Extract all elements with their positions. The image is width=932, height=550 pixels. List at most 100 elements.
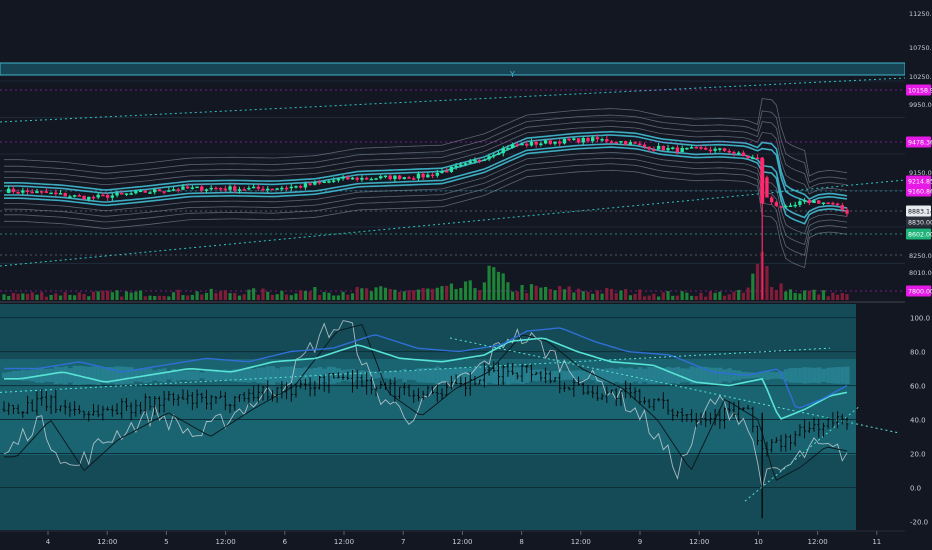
volume-bar [365, 288, 369, 300]
histogram-block [115, 366, 120, 385]
histogram-block [430, 367, 436, 383]
histogram-block [171, 368, 177, 382]
volume-bar [228, 293, 232, 300]
time-axis[interactable]: 4 12:00 5 12:00 6 12:00 7 12:00 8 12:00 9 12:00 10 12… [0, 530, 905, 546]
oscillator-ohlc-bars [2, 361, 849, 519]
candle-body [360, 177, 364, 180]
candle-body [704, 147, 708, 150]
candle-body [656, 146, 661, 150]
volume-bar [831, 292, 835, 300]
histogram-block [736, 370, 742, 381]
candle-body [840, 205, 844, 210]
candle-body [218, 188, 223, 190]
histogram-block [656, 367, 662, 384]
histogram-block [388, 370, 393, 380]
candle-body [388, 175, 392, 180]
volume-bar [774, 290, 778, 300]
candle-body [718, 148, 722, 150]
price-label-text: 8602.00 [908, 232, 932, 239]
candle-body [298, 186, 303, 188]
histogram-block [435, 366, 440, 385]
volume-bar [708, 291, 713, 300]
histogram-block [534, 369, 539, 382]
volume-bar [463, 281, 468, 300]
histogram-block [604, 368, 610, 383]
time-tick-label: 12:00 [216, 538, 236, 546]
histogram-block [590, 370, 596, 381]
histogram-block [49, 368, 54, 382]
histogram-block [845, 366, 850, 385]
volume-bar [699, 292, 703, 300]
histogram-block [439, 369, 445, 382]
histogram-block [614, 368, 619, 382]
volume-bar [148, 295, 152, 300]
volume-bar [110, 292, 114, 300]
volume-bar [487, 265, 491, 300]
volume-bar [21, 293, 25, 300]
oscillator-tick-label: 60.0 [910, 383, 926, 391]
price-axis[interactable]: 11250.00 10750.00 10250.00 9950.00 9150.00 82… [905, 0, 932, 302]
candle-body [157, 189, 162, 192]
oscillator-axis[interactable]: 100.0 80.0 60.0 40.0 20.0 0.0 -20.0 [910, 315, 930, 527]
histogram-block [2, 372, 7, 378]
price-pane[interactable]: Y [0, 62, 906, 300]
candle-body [444, 171, 449, 173]
candle-body [501, 148, 505, 154]
candle-body [713, 148, 717, 151]
oscillator-tick-label: 40.0 [910, 417, 926, 425]
histogram-block [251, 369, 257, 382]
volume-bar [553, 290, 557, 300]
candle-body [336, 178, 341, 181]
histogram-block [185, 370, 191, 381]
volume-bar [374, 287, 378, 300]
candle-body [39, 191, 44, 193]
histogram-block [237, 368, 243, 382]
histogram-block [661, 367, 666, 383]
histogram-block [166, 371, 172, 380]
candle-body [313, 181, 317, 185]
candle-body [694, 147, 698, 149]
volume-bar [788, 289, 793, 300]
histogram-block [303, 367, 309, 384]
candle-body [506, 148, 510, 150]
volume-bar [171, 292, 176, 300]
oscillator-tick-label: 100.0 [910, 315, 930, 323]
histogram-block [279, 367, 285, 384]
oscillator-pane[interactable] [0, 304, 901, 530]
candle-body [548, 140, 553, 144]
volume-bar [313, 287, 317, 300]
candle-body [77, 195, 82, 197]
volume-bar [393, 289, 397, 300]
volume-bar [713, 292, 717, 300]
volume-bar [473, 288, 477, 300]
time-tick-label: 8 [519, 538, 523, 546]
volume-bar [247, 289, 251, 300]
price-label-tag [906, 175, 931, 187]
histogram-block [755, 373, 761, 378]
histogram-block [774, 372, 779, 379]
histogram-block [209, 370, 214, 380]
candle-body [600, 139, 604, 141]
candle-body [741, 152, 746, 157]
candle-body [463, 163, 468, 165]
histogram-block [105, 366, 111, 384]
histogram-block [618, 367, 624, 384]
price-label-tag [906, 185, 931, 197]
signal-line [4, 337, 848, 420]
candle-body [661, 146, 666, 151]
histogram-block [694, 367, 699, 384]
candle-body [619, 141, 623, 143]
histogram-block [407, 370, 412, 380]
volume-bar [732, 291, 736, 300]
histogram-block [670, 367, 676, 383]
candle-body [242, 189, 246, 191]
price-tick-label: 10250.00 [909, 73, 932, 81]
volume-bar [176, 289, 180, 300]
volume-bar [558, 285, 562, 300]
histogram-block [190, 370, 195, 381]
candle-body [638, 143, 642, 146]
candle-body [802, 200, 807, 202]
time-tick-label: 9 [638, 538, 642, 546]
histogram-block [11, 370, 17, 380]
